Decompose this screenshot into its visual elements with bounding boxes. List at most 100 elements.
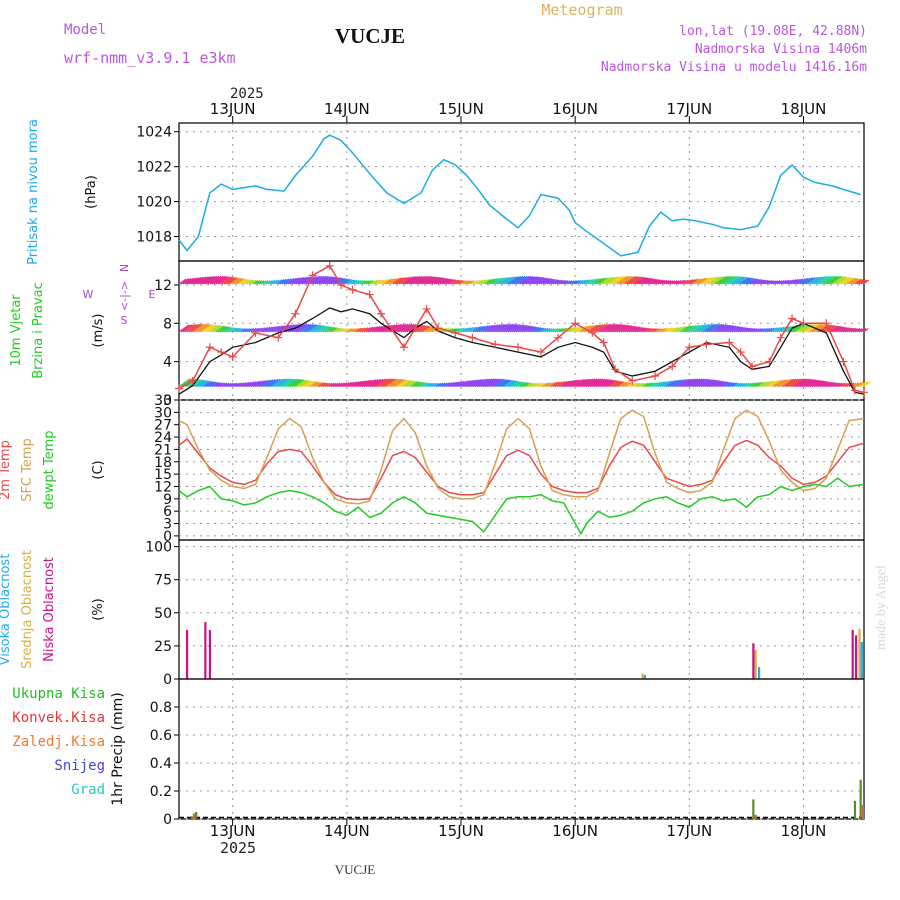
bar: [860, 641, 863, 679]
gust-marker: [337, 280, 346, 289]
wind-barb: [719, 275, 731, 285]
wind-barb: [776, 379, 788, 388]
wind-barb: [671, 379, 683, 388]
wind-barb: [505, 276, 517, 285]
gust-marker: [599, 338, 608, 347]
wind-barb: [595, 378, 608, 388]
wind-barb: [684, 279, 691, 285]
wind-barb: [474, 378, 487, 388]
wind-barb: [359, 327, 367, 333]
wind-barb: [287, 378, 299, 388]
wind-barb: [786, 279, 794, 285]
wind-barb: [825, 381, 833, 388]
wind-barb: [205, 324, 217, 333]
ytick-label: 3: [163, 517, 172, 533]
wind-barb: [338, 382, 345, 388]
wind-barb: [456, 279, 462, 285]
wind-barb: [269, 378, 281, 388]
wind-barb: [320, 325, 330, 333]
wind-barb: [439, 382, 446, 388]
ytick-label: 0: [163, 812, 172, 828]
wind-barb: [548, 328, 555, 333]
wind-barb: [797, 378, 809, 388]
bar: [208, 630, 212, 679]
wind-barb: [458, 380, 467, 388]
series-line: [178, 264, 865, 394]
wind-barb: [295, 379, 307, 388]
wind-barb: [727, 275, 739, 285]
wind-barb: [661, 327, 668, 333]
wind-barb: [571, 326, 579, 333]
wind-barb: [338, 327, 345, 333]
wind-barb: [178, 324, 190, 333]
wind-barb: [832, 276, 844, 285]
wind-barb: [577, 279, 584, 285]
wind-barb: [507, 276, 519, 285]
ytick-label: 50: [154, 606, 172, 622]
wind-barb: [715, 275, 727, 285]
wind-barb: [470, 280, 477, 285]
wind-barb: [380, 279, 388, 285]
wind-barb: [803, 379, 815, 388]
wind-barb: [628, 326, 638, 333]
wind-barb: [367, 326, 376, 333]
compass-axis: <-|->: [118, 281, 131, 311]
wind-barb: [493, 378, 505, 388]
wind-barb: [470, 326, 479, 333]
wind-barb: [688, 324, 699, 333]
wind-barb: [199, 380, 209, 388]
wind-barb: [279, 378, 292, 388]
wind-barb: [377, 279, 385, 285]
wind-barb: [219, 326, 229, 333]
wind-barb: [560, 380, 570, 388]
gust-marker: [325, 261, 334, 270]
wind-barb: [862, 381, 871, 388]
wind-barb: [591, 324, 603, 333]
wind-barb: [782, 279, 789, 285]
wind-barb: [211, 325, 222, 333]
wind-barb: [669, 280, 676, 285]
wind-barb: [760, 328, 766, 333]
wind-barb: [215, 382, 222, 388]
wind-barb: [797, 278, 806, 285]
credit-label: made by Angel: [874, 565, 889, 650]
bottom-day-label: 15JUN: [438, 822, 484, 840]
wind-barb: [267, 326, 276, 333]
compass-w: W: [83, 288, 94, 301]
wind-barb: [733, 276, 745, 285]
wind-barb: [279, 278, 287, 285]
wind-barb: [306, 380, 315, 388]
wind-barb: [717, 381, 726, 388]
wind-barb: [741, 277, 752, 285]
wind-barb: [854, 382, 862, 388]
wind-barb: [435, 277, 445, 285]
gust-marker: [188, 376, 197, 385]
wind-barb: [414, 381, 423, 388]
series-line: [178, 134, 861, 257]
wind-barb: [404, 323, 417, 333]
wind-barb: [622, 325, 633, 333]
wind-barb: [394, 277, 405, 285]
wind-barb: [472, 378, 484, 388]
ytick-label: 24: [154, 430, 172, 446]
panel-precip: 0 0.2 0.4 0.6 0.8 1hr Precip (mm) Ukupna Kisa K…: [12, 678, 865, 828]
wind-barb: [702, 277, 713, 285]
wind-barb: [692, 324, 704, 333]
wind-barb: [357, 380, 367, 388]
bar: [757, 667, 761, 679]
wind-barb: [289, 378, 301, 388]
wind-barb: [260, 326, 269, 333]
wind-barb: [536, 382, 542, 388]
wind-barb: [610, 276, 622, 285]
wind-barb: [447, 279, 455, 285]
wind-barb: [240, 328, 246, 333]
wind-barb: [749, 278, 758, 285]
wind-barb: [770, 327, 778, 333]
wind-barb: [772, 379, 783, 388]
wind-barb: [686, 279, 694, 285]
wind-barb: [244, 381, 252, 388]
wind-barb: [657, 279, 664, 285]
wind-barb: [560, 280, 567, 285]
ytick-label: 0.8: [150, 700, 172, 716]
